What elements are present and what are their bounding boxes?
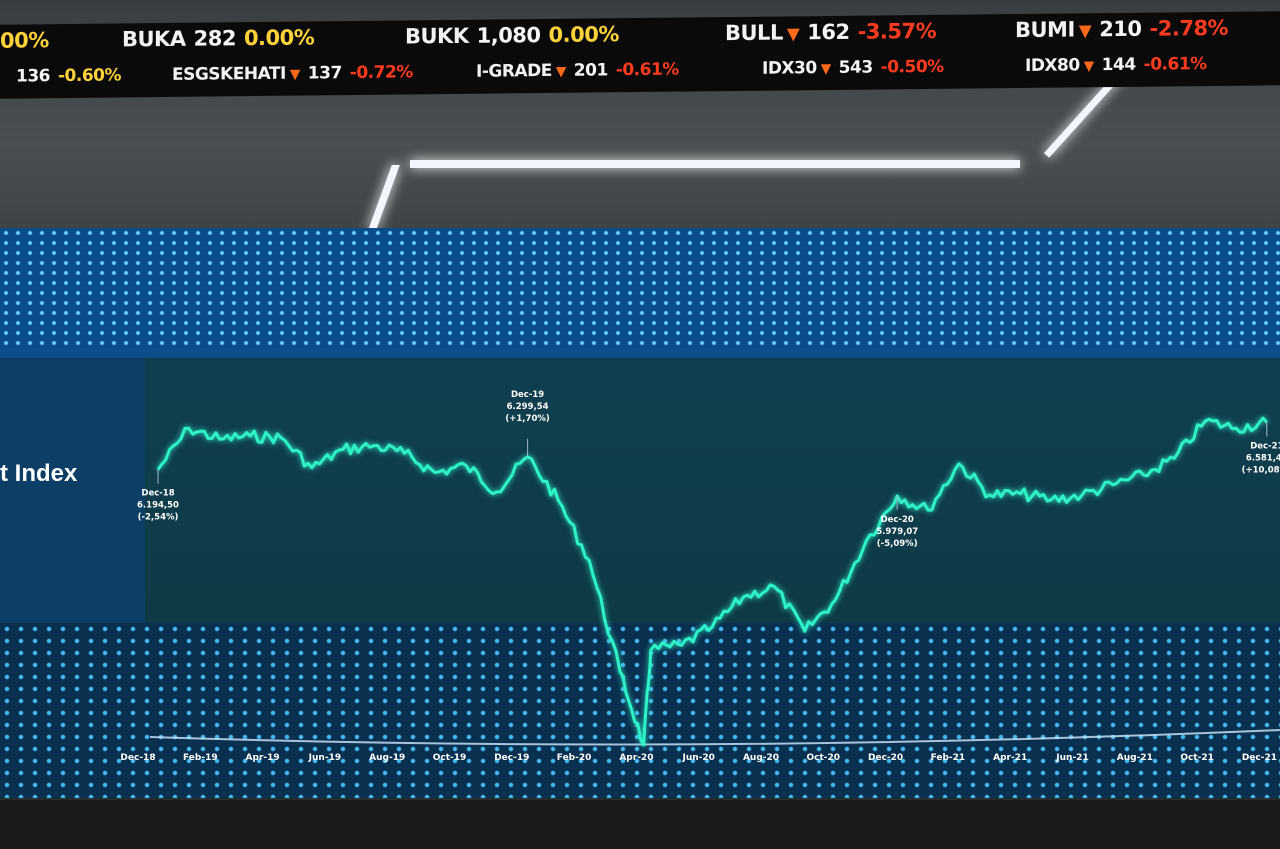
annotation-value: 6.581,48 — [1246, 453, 1280, 463]
x-tick-label: Jun-20 — [681, 753, 714, 763]
floor-rail — [0, 800, 1280, 849]
x-tick-label: Apr-19 — [246, 753, 280, 763]
x-tick-label: Aug-20 — [743, 753, 779, 763]
annotation-label: Dec-20 — [881, 515, 914, 525]
x-tick-label: Feb-19 — [183, 753, 218, 763]
x-tick-label: Dec-21 — [1242, 753, 1277, 763]
annotation-value: 6.194,50 — [137, 501, 179, 511]
annotation-label: Dec-21 — [1250, 441, 1280, 451]
x-axis-line — [149, 729, 1280, 746]
x-tick-label: Dec-20 — [868, 753, 903, 763]
annotation-label: Dec-19 — [511, 390, 544, 400]
x-tick-label: Feb-20 — [557, 753, 592, 763]
x-tick-label: Dec-18 — [120, 753, 155, 763]
chart-background — [0, 358, 1280, 628]
chart-title: t Index — [0, 460, 78, 487]
annotation-value: 6.299,54 — [507, 402, 549, 412]
x-tick-label: Feb-21 — [931, 753, 966, 763]
x-tick-label: Apr-21 — [993, 753, 1027, 763]
title-panel — [0, 358, 145, 628]
x-tick-label: Oct-21 — [1180, 753, 1214, 763]
x-tick-label: Jun-21 — [1055, 753, 1088, 763]
x-tick-label: Aug-21 — [1117, 753, 1153, 763]
index-line — [156, 416, 1268, 747]
decorative-dots — [0, 623, 1280, 798]
x-tick-label: Jun-19 — [308, 753, 341, 763]
decorative-dots — [0, 228, 1280, 358]
annotation-change: (+1,70%) — [505, 414, 549, 424]
x-tick-label: Oct-19 — [433, 753, 467, 763]
ceiling-light — [410, 160, 1020, 168]
annotation-label: Dec-18 — [141, 489, 174, 499]
chart-screen: t Index — [0, 228, 1280, 798]
annotation-change: (+10,08%) — [1242, 465, 1280, 475]
x-tick-label: Aug-19 — [369, 753, 405, 763]
annotation-change: (-2,54%) — [138, 513, 179, 523]
x-tick-label: Apr-20 — [619, 753, 653, 763]
x-tick-label: Dec-19 — [494, 753, 529, 763]
annotation-value: 5.979,07 — [876, 527, 918, 537]
annotation-change: (-5,09%) — [877, 539, 918, 549]
x-tick-label: Oct-20 — [807, 753, 841, 763]
